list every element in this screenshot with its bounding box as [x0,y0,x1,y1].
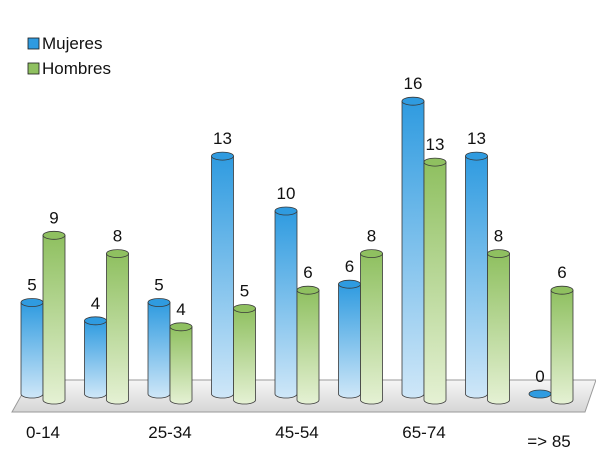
x-tick-label-25-34: 25-34 [148,423,191,442]
bar-mujeres-55-64 [338,279,361,399]
bar-mujeres-75-84 [465,151,488,399]
legend-swatch-hombres [27,62,40,75]
value-label-mujeres-65-74: 16 [404,74,423,93]
bar-hombres-85 [550,285,574,405]
value-label-mujeres-85: 0 [535,367,544,386]
bar-hombres-55-64 [360,249,383,405]
value-label-hombres-35-44: 5 [240,282,249,301]
bar-hombres-15-24 [106,249,129,405]
bar-mujeres-25-34 [147,298,171,399]
value-label-mujeres-0-14: 5 [27,276,36,295]
value-label-hombres-65-74: 13 [426,135,445,154]
bar-mujeres-35-44 [211,151,234,399]
bar-mujeres-45-54 [274,206,298,399]
x-tick-label-65-74: 65-74 [402,423,445,442]
legend-swatch-mujeres [27,37,40,50]
bar-hombres-45-54 [296,285,320,405]
x-tick-label-45-54: 45-54 [275,423,318,442]
value-label-hombres-15-24: 8 [113,227,122,246]
value-label-hombres-85: 6 [557,263,566,282]
x-tick-label-0-14: 0-14 [26,423,60,442]
value-label-mujeres-75-84: 13 [467,129,486,148]
bar-mujeres-0-14 [20,298,44,399]
legend-item-mujeres: Mujeres [27,34,102,53]
value-label-hombres-45-54: 6 [303,263,312,282]
value-label-hombres-0-14: 9 [49,208,58,227]
legend-label-hombres: Hombres [42,59,111,78]
bar-hombres-0-14 [42,230,66,405]
value-label-hombres-75-84: 8 [494,227,503,246]
legend-label-mujeres: Mujeres [42,34,102,53]
value-label-mujeres-25-34: 5 [154,276,163,295]
legend-item-hombres: Hombres [27,59,111,78]
bar-mujeres-85 [528,389,552,399]
bar-hombres-25-34 [169,322,193,405]
value-label-mujeres-35-44: 13 [213,129,232,148]
bar-hombres-75-84 [487,249,510,405]
x-axis-labels: 0-14 25-34 45-54 65-74 => 85 [26,423,571,451]
x-tick-label-85: => 85 [527,432,571,451]
bar-hombres-35-44 [233,304,256,405]
value-label-hombres-25-34: 4 [176,300,185,319]
value-label-hombres-55-64: 8 [367,227,376,246]
bar-mujeres-15-24 [84,316,107,399]
value-label-mujeres-15-24: 4 [91,294,100,313]
bar-hombres-65-74 [423,157,447,405]
value-label-mujeres-45-54: 10 [277,184,296,203]
bars-group [20,96,574,405]
legend: Mujeres Hombres [27,34,111,78]
bar-mujeres-65-74 [401,96,425,399]
value-label-mujeres-55-64: 6 [345,257,354,276]
